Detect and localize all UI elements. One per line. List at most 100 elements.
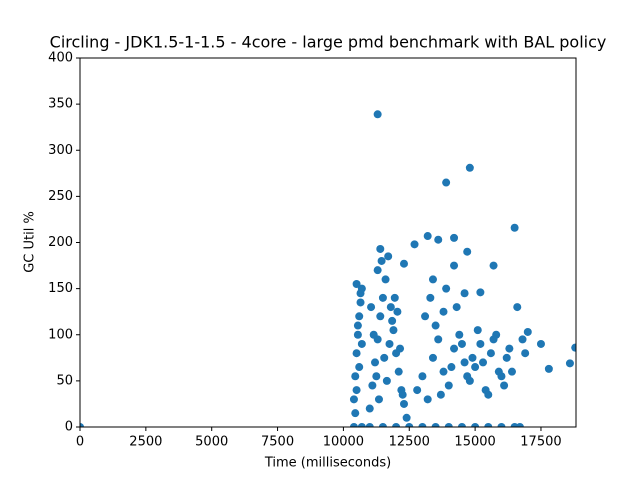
point [376,312,385,321]
point [444,381,453,390]
point [423,232,432,241]
point [349,395,358,404]
point [442,284,451,293]
point [571,343,576,352]
point [355,312,364,321]
point [468,353,477,362]
point [523,327,532,336]
point [484,423,493,427]
point [439,307,448,316]
point [352,280,361,289]
point [351,409,360,418]
point [473,326,482,335]
point [457,339,466,348]
point [452,303,461,312]
point [457,423,466,427]
point [418,423,427,427]
point [476,339,485,348]
point [442,178,451,187]
x-tick-label: 12500 [389,435,430,450]
point [365,423,374,427]
point [510,223,519,232]
point [402,413,411,422]
point [384,252,393,261]
y-tick-label: 100 [48,327,73,342]
point [505,344,514,353]
point [436,390,445,399]
point [444,423,453,427]
point [380,353,389,362]
x-axis-label: Time (milliseconds) [264,456,391,471]
point [352,386,361,395]
point [439,367,448,376]
point [357,284,366,293]
point [367,303,376,312]
y-tick-label: 150 [48,281,73,296]
point [396,344,405,353]
point [476,288,485,297]
point [489,261,498,270]
x-tick-label: 0 [76,435,84,450]
point [368,381,377,390]
point [389,326,398,335]
point [497,423,506,427]
x-tick-label: 10000 [323,435,364,450]
point [374,395,383,404]
point [515,423,524,427]
point [80,423,84,427]
point [356,298,365,307]
point [399,399,408,408]
y-tick-label: 250 [48,189,73,204]
point [381,275,390,284]
point [390,293,399,302]
point [500,381,509,390]
point [365,404,374,413]
point [447,363,456,372]
point [349,423,358,427]
point [392,423,401,427]
x-tick-label: 15000 [454,435,495,450]
y-tick-label: 50 [56,373,73,388]
point [479,358,488,367]
point [369,330,378,339]
x-tick-label: 17500 [520,435,561,450]
point [398,390,407,399]
point [418,372,427,381]
point [372,372,381,381]
point [518,335,527,344]
point [373,266,382,275]
point [385,339,394,348]
point [494,367,503,376]
point [460,358,469,367]
y-tick-label: 200 [48,235,73,250]
point [426,293,435,302]
point [450,344,459,353]
point [351,372,360,381]
point [371,358,380,367]
point [544,364,553,373]
point [410,240,419,249]
point [393,307,402,316]
point [450,233,459,242]
point [353,321,362,330]
point [463,247,472,256]
point [376,244,385,253]
y-tick-label: 400 [48,51,73,66]
point [373,110,382,119]
point [386,303,395,312]
point [353,330,362,339]
point [471,363,480,372]
x-tick-label: 7500 [261,435,294,450]
y-tick-label: 350 [48,97,73,112]
point [565,359,574,368]
point [355,363,364,372]
point [507,367,516,376]
x-tick-label: 2500 [129,435,162,450]
point [357,339,366,348]
chart-title: Circling - JDK1.5-1-1.5 - 4core - large … [50,33,607,52]
y-axis-label: GC Util % [23,211,38,273]
point [377,256,386,265]
point [460,289,469,298]
point [502,353,511,362]
